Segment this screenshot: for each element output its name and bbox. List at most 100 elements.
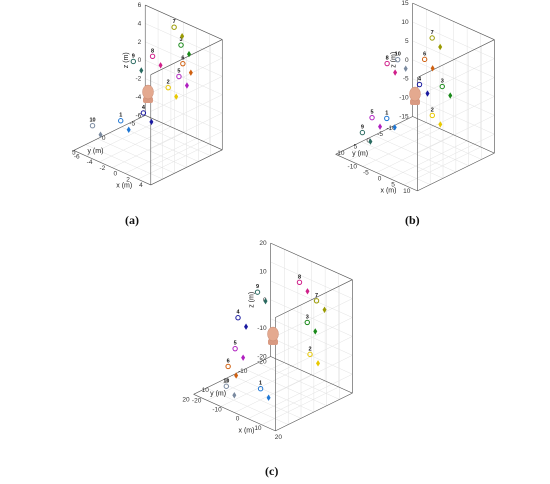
point-5-diamond [378, 123, 383, 130]
point-9-diamond [368, 138, 373, 145]
point-6-diamond [234, 372, 239, 379]
z-axis-label: z (m) [123, 52, 130, 68]
point-8-label: 8 [151, 48, 154, 54]
point-5-label: 5 [177, 69, 180, 75]
point-10-diamond [403, 65, 408, 72]
point-10-diamond [232, 392, 237, 399]
point-6-label: 6 [227, 358, 230, 364]
point-4-marker [140, 110, 147, 116]
point-6-diamond [430, 65, 435, 72]
grid-line [412, 21, 495, 59]
point-8-marker [384, 60, 390, 67]
axis-box-edge [193, 394, 276, 432]
point-7-diamond [180, 33, 185, 40]
point-1-label: 1 [259, 381, 262, 387]
z-tick-label: -4 [135, 94, 141, 101]
z-tick-label: 2 [138, 39, 142, 46]
point-3-label: 3 [179, 37, 182, 43]
point-2-label: 2 [308, 346, 311, 352]
point-5-diamond [184, 82, 189, 89]
axis-box-edge [73, 115, 146, 151]
point-8-marker [296, 279, 303, 286]
point-7-marker [171, 24, 177, 30]
y-tick-label: 0 [102, 135, 106, 142]
grid-line [348, 147, 431, 185]
point-3-label: 3 [441, 79, 444, 85]
axis-box-edge [275, 279, 353, 318]
point-4-label: 4 [418, 77, 422, 83]
point-6-label: 6 [423, 51, 426, 57]
point-10-marker [89, 122, 96, 129]
point-1-label: 1 [119, 113, 122, 119]
point-4-marker [235, 315, 241, 321]
x-tick-label: -6 [74, 153, 80, 160]
x-tick-label: -10 [212, 406, 222, 413]
axis-box-edge [73, 150, 151, 186]
point-8-marker [149, 53, 156, 59]
point-1-marker [118, 118, 124, 124]
grid-line [206, 387, 289, 425]
point-4-label: 4 [236, 310, 240, 316]
point-1-diamond [126, 126, 131, 133]
z-tick-label: 6 [138, 2, 142, 9]
z-tick-label: 10 [259, 268, 267, 275]
point-10-label: 10 [89, 118, 95, 124]
grid-line [85, 144, 163, 180]
y-tick-label: -10 [238, 368, 248, 375]
z-tick-label: 0 [405, 57, 409, 64]
point-9-marker [359, 129, 366, 136]
x-tick-label: 10 [254, 425, 262, 432]
axis-box-edge [335, 116, 413, 155]
x-tick-label: 0 [378, 176, 382, 183]
grid-line [145, 23, 223, 59]
point-3-diamond [313, 328, 318, 335]
y-tick-label: 10 [337, 150, 345, 157]
point-3-marker [304, 319, 310, 326]
z-axis-label: z (m) [391, 52, 398, 68]
point-2-diamond [438, 121, 443, 128]
x-tick-label: 0 [236, 416, 240, 423]
axis-box-edge [193, 356, 271, 395]
grid-line [270, 261, 353, 299]
z-tick-label: -5 [403, 76, 409, 83]
point-3-label: 3 [306, 314, 309, 320]
x-tick-label: 2 [126, 176, 130, 183]
point-7-marker [429, 35, 435, 41]
x-tick-label: 0 [113, 171, 117, 178]
y-tick-label: -5 [377, 131, 383, 138]
x-axis-label: x (m) [239, 428, 255, 435]
point-9-label: 9 [132, 53, 135, 59]
z-axis-label: z (m) [249, 292, 256, 308]
point-10-label: 10 [395, 52, 401, 58]
y-tick-label: -20 [257, 359, 267, 366]
y-tick-label: 0 [367, 137, 371, 144]
y-axis-label: y (m) [352, 150, 368, 157]
panel-b: -10 -5 0 5 10 -10 -5 0 5 10 -15 -10 -5 0 5 10 15 x (m) y (… [275, 0, 550, 205]
axis-box-edge [270, 242, 353, 280]
y-tick-label: 5 [72, 150, 76, 157]
point-4-diamond [149, 118, 154, 126]
point-3-marker [439, 83, 445, 90]
point-10-diamond [98, 131, 103, 138]
point-8-diamond [158, 62, 163, 69]
point-5-diamond [241, 354, 246, 361]
head-icon [267, 326, 279, 345]
z-tick-label: -20 [257, 354, 267, 361]
y-tick-label: -10 [386, 125, 396, 132]
point-4-diamond [425, 90, 430, 97]
panel-label-b: (b) [405, 213, 420, 227]
x-axis-label: x (m) [381, 188, 397, 195]
point-9-diamond [263, 297, 268, 305]
point-9-marker [130, 58, 137, 65]
point-1-diamond [392, 124, 397, 131]
point-5-marker [232, 345, 238, 352]
y-tick-label: 20 [182, 396, 190, 403]
x-tick-label: 4 [139, 182, 143, 189]
point-2-marker [165, 84, 171, 91]
point-7-marker [313, 298, 320, 304]
point-10-marker [395, 56, 401, 63]
z-tick-label: 10 [401, 19, 409, 26]
point-6-label: 6 [181, 56, 184, 62]
